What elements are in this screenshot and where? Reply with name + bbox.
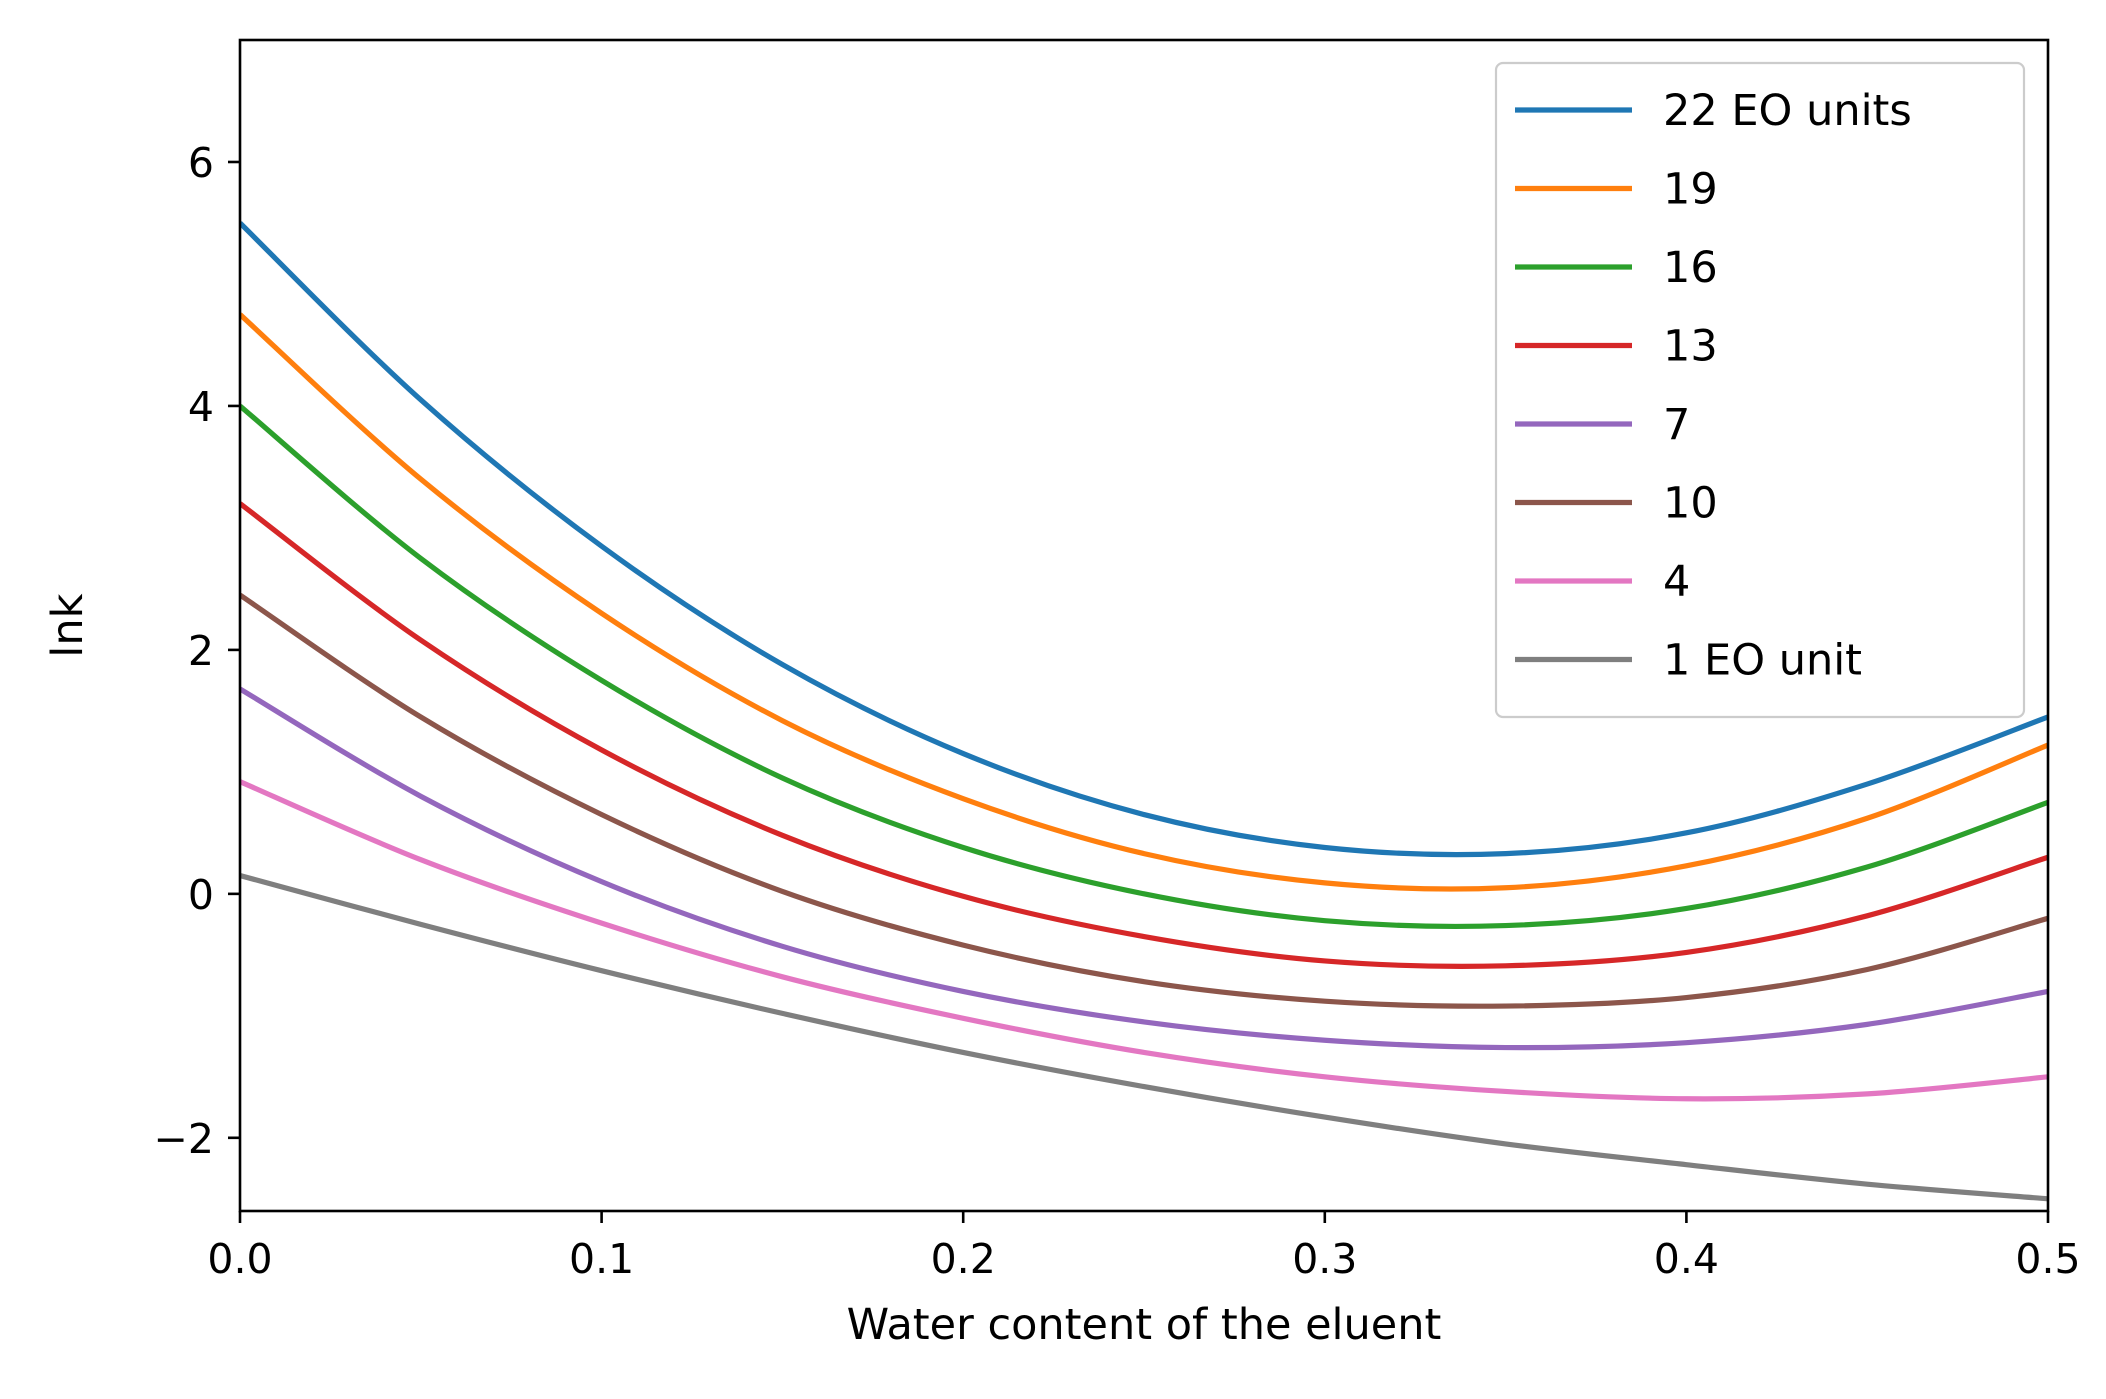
series-layer: [240, 221, 2048, 1202]
series-line-6: [240, 592, 2048, 1009]
y-tick-label: 6: [188, 139, 214, 187]
legend-label-4: 13: [1663, 322, 1718, 372]
legend-label-5: 7: [1663, 400, 1690, 450]
legend-label-7: 4: [1663, 557, 1690, 607]
series-line-1: [240, 221, 2048, 858]
legend-label-8: 1 EO unit: [1663, 636, 1862, 686]
y-tick-label: 4: [188, 383, 214, 431]
x-tick-label: 0.0: [207, 1235, 272, 1283]
series-line-5: [240, 686, 2048, 1051]
x-tick-label: 0.2: [931, 1235, 996, 1283]
series-line-3: [240, 403, 2048, 930]
x-tick-label: 0.3: [1292, 1235, 1357, 1283]
x-tick-label: 0.4: [1654, 1235, 1719, 1283]
plot-frame: [238, 38, 2050, 1213]
x-tick-label: 0.5: [2015, 1235, 2080, 1283]
y-tick-label: 2: [188, 627, 214, 675]
y-axis-label: lnk: [43, 593, 93, 657]
series-line-2: [240, 312, 2048, 892]
legend-box: [1494, 61, 2026, 719]
legend-label-6: 10: [1663, 479, 1718, 529]
y-tick-label: −2: [154, 1115, 214, 1163]
x-axis-label: Water content of the eluent: [847, 1300, 1442, 1350]
legend-label-1: 22 EO units: [1663, 86, 1912, 136]
series-line-4: [240, 501, 2048, 969]
legend-label-2: 19: [1663, 165, 1718, 215]
y-tick-label: 0: [188, 871, 214, 919]
legend-label-3: 16: [1663, 243, 1718, 293]
legend: 22 EO units 19 16 13 7 10 4 1 EO unit: [1494, 61, 2026, 719]
series-line-7: [240, 779, 2048, 1102]
axes-layer: 0.0 0.1 0.2 0.3 0.4 0.5 −2 0 2 4 6: [154, 38, 2081, 1283]
series-line-8: [240, 873, 2048, 1202]
x-tick-label: 0.1: [569, 1235, 634, 1283]
